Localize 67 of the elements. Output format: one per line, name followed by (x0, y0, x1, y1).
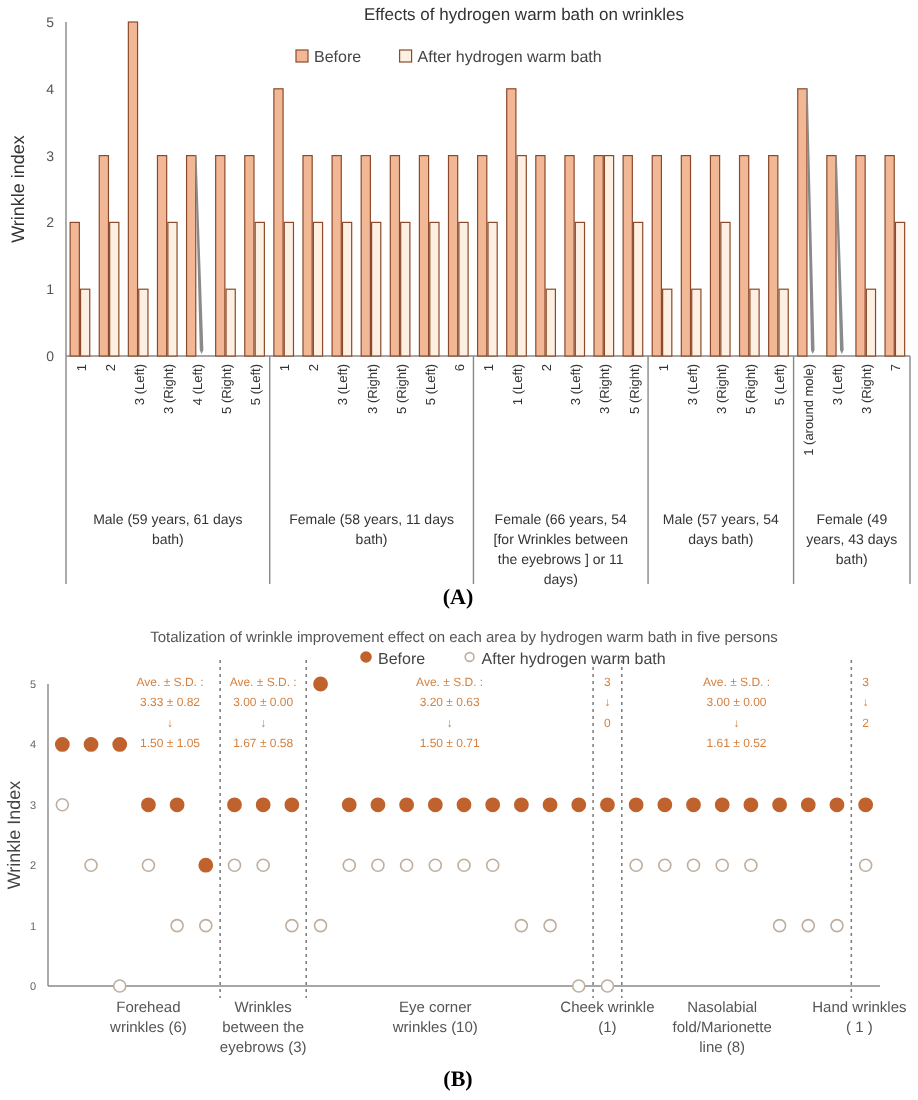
point (571, 979, 586, 993)
text: (A) (442, 586, 474, 610)
point (485, 797, 501, 813)
point (170, 918, 184, 933)
point (485, 858, 500, 872)
point (313, 676, 328, 692)
point (514, 918, 529, 933)
legend-label: Before (378, 650, 427, 668)
point (141, 858, 156, 872)
point (55, 798, 70, 812)
point (714, 797, 730, 813)
point (743, 797, 759, 813)
point (658, 858, 672, 872)
y-axis-title: Wrinkle Index (4, 779, 24, 890)
point (542, 797, 558, 813)
point (83, 737, 99, 752)
chart-title: Effects of hydrogen warm bath on wrinkles (363, 4, 685, 24)
point (629, 858, 643, 872)
point (686, 797, 701, 813)
point (112, 737, 128, 752)
point (141, 797, 156, 813)
point (513, 797, 529, 813)
point (830, 918, 844, 933)
point (227, 858, 242, 872)
point (198, 857, 214, 873)
point (744, 858, 758, 872)
point (456, 797, 472, 813)
point (457, 858, 471, 872)
point (715, 858, 730, 872)
legend-label: After hydrogen warm bath (417, 48, 602, 66)
point (54, 737, 70, 752)
point (169, 797, 185, 813)
point (772, 797, 787, 813)
point (371, 858, 385, 872)
point (686, 858, 701, 872)
point (256, 858, 270, 872)
point (801, 918, 816, 933)
point (428, 858, 443, 872)
point (800, 797, 816, 813)
point (571, 797, 587, 813)
point (399, 797, 415, 813)
point (313, 918, 328, 933)
point (198, 918, 213, 933)
point (772, 918, 787, 933)
legend-label: After hydrogen warm bath (481, 650, 666, 668)
point (370, 797, 386, 813)
point (84, 858, 98, 872)
point (341, 797, 357, 813)
legend-label: Before (314, 48, 363, 66)
point (285, 918, 299, 933)
point (858, 858, 873, 872)
point (399, 858, 414, 872)
point (427, 797, 443, 813)
point (255, 797, 271, 813)
point (284, 797, 300, 813)
point (628, 797, 644, 813)
y-axis-title: Wrinkle index (8, 134, 28, 243)
text: (B) (443, 1068, 474, 1092)
point (227, 797, 242, 813)
point (342, 858, 357, 872)
point (858, 797, 874, 813)
point (600, 979, 615, 993)
point (829, 797, 845, 813)
point (543, 918, 557, 933)
point (600, 797, 615, 813)
point (657, 797, 673, 813)
point (112, 979, 127, 993)
